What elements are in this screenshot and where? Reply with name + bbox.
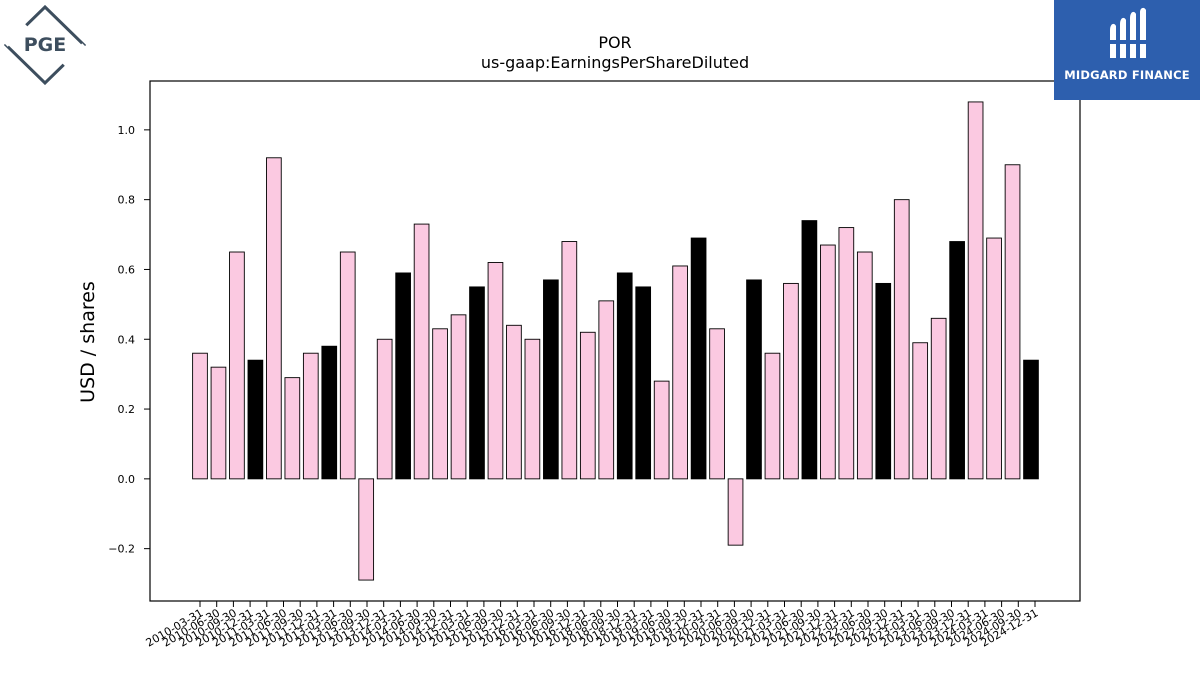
bar — [949, 241, 965, 480]
bar — [376, 338, 393, 480]
chart-title: POR — [598, 33, 631, 52]
bar — [413, 223, 430, 480]
bar — [395, 272, 411, 480]
bar — [709, 328, 725, 480]
bar — [764, 352, 781, 480]
bar — [727, 478, 744, 546]
y-tick-label: 0.6 — [118, 263, 136, 276]
bar — [358, 478, 375, 581]
pge-logo-text: PGE — [23, 34, 67, 56]
y-axis-label: USD / shares — [77, 281, 99, 403]
bar — [506, 324, 522, 480]
bar — [1004, 164, 1021, 480]
midgard-finance-logo: MIDGARD FINANCE — [1054, 0, 1200, 100]
y-tick-label: 0.4 — [118, 333, 136, 346]
y-tick-label: 0.0 — [118, 473, 136, 486]
bar — [986, 237, 1002, 480]
bar — [210, 366, 227, 480]
y-tick-label: 1.0 — [118, 124, 136, 137]
bar — [893, 199, 910, 480]
bar — [616, 272, 633, 480]
bar — [247, 359, 264, 480]
bar — [302, 352, 319, 480]
y-tick-label: 0.2 — [118, 403, 136, 416]
bar — [690, 237, 707, 480]
bar — [450, 314, 467, 480]
plot-frame — [149, 80, 1081, 602]
y-axis: −0.2 0.0 0.2 0.4 0.6 0.8 1.0 — [108, 124, 150, 556]
bar — [875, 282, 892, 480]
bar — [838, 227, 855, 480]
bar — [1023, 359, 1039, 480]
bar — [912, 342, 929, 480]
bar — [801, 220, 818, 480]
bar — [432, 328, 448, 480]
bar — [339, 251, 356, 480]
bar — [524, 338, 541, 480]
bar — [672, 265, 688, 480]
x-axis: 2010-03-312010-06-302010-09-302010-12-31… — [144, 601, 1041, 650]
bar — [653, 380, 670, 480]
bar — [321, 345, 338, 480]
midgard-logo-mark-icon — [1108, 7, 1148, 58]
bar — [967, 101, 984, 480]
bar — [820, 244, 836, 480]
bar — [229, 251, 245, 480]
pge-logo: PGE — [3, 4, 87, 86]
y-tick-label: 0.8 — [118, 194, 136, 207]
y-tick-label: −0.2 — [108, 543, 135, 556]
bar — [284, 377, 301, 480]
bar — [561, 241, 578, 480]
bar — [635, 286, 652, 480]
bar — [746, 279, 762, 480]
midgard-logo-text: MIDGARD FINANCE — [1064, 68, 1190, 82]
chart-subtitle: us-gaap:EarningsPerShareDiluted — [481, 53, 749, 72]
bar — [930, 317, 947, 480]
bars-layer — [192, 101, 1039, 581]
bar — [487, 262, 504, 480]
bar — [598, 300, 615, 480]
bar — [469, 286, 485, 480]
bar — [266, 157, 282, 480]
bar — [783, 282, 799, 480]
bar — [192, 352, 208, 480]
bar — [579, 331, 596, 480]
bar — [543, 279, 559, 480]
pge-logo-diamond-icon — [3, 4, 87, 86]
bar — [856, 251, 873, 480]
